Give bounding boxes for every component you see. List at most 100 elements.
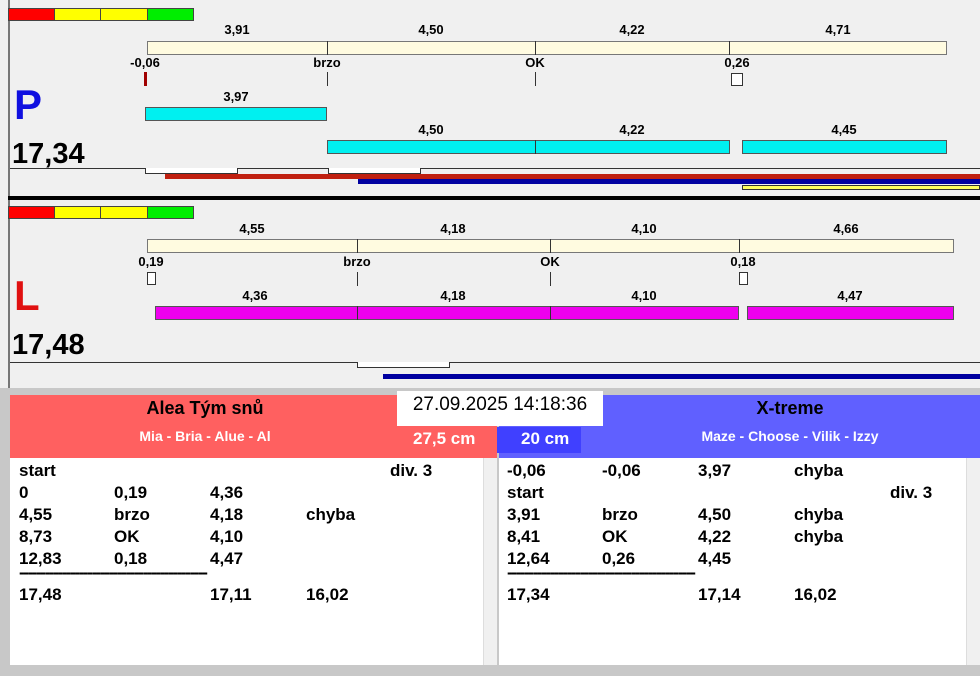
dog-height: 20 cm bbox=[521, 429, 570, 448]
separator: ----------------------------------------… bbox=[507, 563, 696, 582]
track-blue bbox=[383, 374, 980, 379]
divider bbox=[327, 41, 328, 55]
split-bar bbox=[147, 41, 947, 55]
marker bbox=[147, 272, 156, 285]
indicator-green bbox=[147, 206, 194, 219]
run-bar bbox=[145, 107, 327, 121]
lane-separator bbox=[8, 196, 980, 200]
indicator-yellow bbox=[54, 206, 101, 219]
division: div. 3 bbox=[390, 461, 433, 480]
result-cell: -0,06 bbox=[602, 461, 641, 480]
divider bbox=[550, 306, 551, 320]
bar-label: 3,97 bbox=[223, 89, 249, 104]
divider bbox=[739, 239, 740, 253]
divider bbox=[535, 140, 536, 154]
split-label: 4,66 bbox=[833, 221, 859, 236]
track-blue bbox=[358, 179, 980, 184]
team-panel: Alea Tým snů Mia - Bria - Alue - Al 27,5 c… bbox=[10, 395, 497, 665]
marker bbox=[739, 272, 748, 285]
result-cell: OK bbox=[114, 527, 140, 546]
bar-label: 4,10 bbox=[631, 288, 657, 303]
result-cell: 3,97 bbox=[698, 461, 732, 480]
result-cell: 4,10 bbox=[210, 527, 244, 546]
total-sum: 17,11 bbox=[210, 585, 252, 604]
event-label: brzo bbox=[313, 55, 341, 70]
event-label: 0,18 bbox=[730, 254, 756, 269]
split-label: 4,22 bbox=[619, 22, 645, 37]
split-label: 3,91 bbox=[224, 22, 250, 37]
result-cell: 0,26 bbox=[602, 549, 636, 568]
divider bbox=[357, 239, 358, 253]
tick bbox=[550, 272, 551, 286]
result-cell: 4,47 bbox=[210, 549, 244, 568]
event-label: OK bbox=[540, 254, 560, 269]
divider bbox=[729, 41, 730, 55]
team-members: Maze - Choose - Vilik - Izzy bbox=[701, 428, 879, 444]
team-panel: X-treme Maze - Choose - Vilik - Izzy 20 cm… bbox=[497, 395, 980, 665]
result-cell: 0,19 bbox=[114, 483, 148, 502]
indicator-yellow bbox=[100, 8, 148, 21]
bar-label: 4,18 bbox=[440, 288, 466, 303]
split-label: 4,18 bbox=[440, 221, 466, 236]
split-label: 4,10 bbox=[631, 221, 657, 236]
event-label: brzo bbox=[343, 254, 371, 269]
tick bbox=[357, 272, 358, 286]
split-label: 4,50 bbox=[418, 22, 444, 37]
result-cell: 8,41 bbox=[507, 527, 541, 546]
dog-height: 27,5 cm bbox=[413, 429, 476, 448]
height-bg bbox=[497, 427, 581, 453]
timestamp: 27.09.2025 14:18:36 bbox=[397, 391, 603, 426]
total-limit: 16,02 bbox=[306, 585, 349, 604]
indicator-red bbox=[8, 8, 55, 21]
result-cell: 4,45 bbox=[698, 549, 732, 568]
marker bbox=[144, 72, 147, 86]
result-cell: 12,64 bbox=[507, 549, 550, 568]
result-cell: chyba bbox=[794, 461, 844, 480]
indicator-green bbox=[147, 8, 194, 21]
run-bar bbox=[327, 140, 730, 154]
lane-letter: L bbox=[14, 272, 40, 319]
track-box bbox=[357, 362, 450, 368]
result-cell: start bbox=[19, 461, 56, 480]
track-line bbox=[10, 362, 980, 363]
run-bar bbox=[747, 306, 954, 320]
scrollbar bbox=[483, 458, 497, 665]
indicator-yellow bbox=[54, 8, 101, 21]
lane-total: 17,48 bbox=[12, 329, 85, 361]
result-cell: 0,18 bbox=[114, 549, 148, 568]
result-cell: start bbox=[507, 483, 544, 502]
track-line bbox=[10, 168, 980, 169]
result-cell: 4,22 bbox=[698, 527, 732, 546]
bar-label: 4,36 bbox=[242, 288, 268, 303]
total-time: 17,48 bbox=[19, 585, 62, 604]
result-cell: 8,73 bbox=[19, 527, 53, 546]
lane-letter: P bbox=[14, 81, 43, 128]
divider bbox=[535, 41, 536, 55]
track-yellow bbox=[742, 185, 980, 190]
result-cell: brzo bbox=[602, 505, 638, 524]
result-cell: chyba bbox=[306, 505, 356, 524]
track-box bbox=[328, 168, 421, 174]
result-cell: brzo bbox=[114, 505, 150, 524]
lane-total: 17,34 bbox=[12, 138, 85, 170]
marker bbox=[731, 73, 743, 86]
team-members: Mia - Bria - Alue - Al bbox=[139, 428, 271, 444]
event-label: OK bbox=[525, 55, 545, 70]
indicator-yellow bbox=[100, 206, 148, 219]
divider bbox=[550, 239, 551, 253]
track-red bbox=[165, 174, 980, 179]
tick bbox=[327, 72, 328, 86]
bar-label: 4,45 bbox=[831, 122, 857, 137]
event-label: 0,26 bbox=[724, 55, 750, 70]
result-cell: chyba bbox=[794, 505, 844, 524]
result-cell: OK bbox=[602, 527, 628, 546]
total-time: 17,34 bbox=[507, 585, 550, 604]
run-bar bbox=[742, 140, 947, 154]
team-name: X-treme bbox=[756, 398, 824, 418]
bar-label: 4,47 bbox=[837, 288, 863, 303]
bar-label: 4,50 bbox=[418, 122, 444, 137]
divider bbox=[357, 306, 358, 320]
bar-label: 4,22 bbox=[619, 122, 645, 137]
run-bar bbox=[155, 306, 739, 320]
